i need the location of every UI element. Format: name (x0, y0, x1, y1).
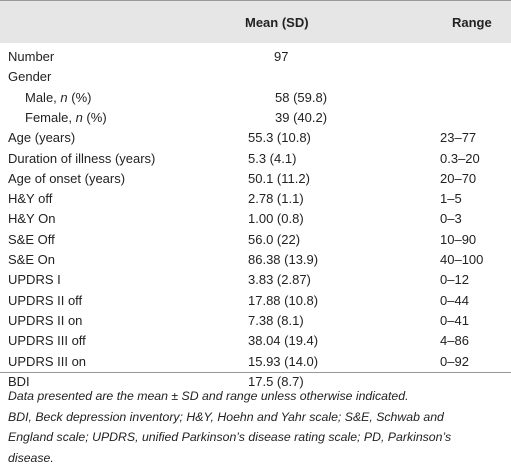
row-label: UPDRS I (8, 272, 61, 288)
label-part: UPDRS II on (8, 312, 83, 328)
row-label: Age of onset (years) (8, 171, 125, 187)
range-cell: 0–41 (440, 312, 469, 328)
row-label: UPDRS III off (8, 333, 86, 349)
range-cell: 1–5 (440, 191, 462, 207)
label-part: Number (8, 49, 55, 64)
footnote-line: England scale; UPDRS, unified Parkinson’… (8, 430, 452, 444)
row-label: Female, n (%) (25, 110, 107, 126)
footnote-line: BDI, Beck depression inventory; H&Y, Hoe… (8, 409, 444, 424)
header-cell: Range (452, 15, 492, 30)
bottom-rule (0, 372, 511, 373)
mean-cell: 17.88 (10.8) (248, 292, 319, 308)
range-cell: 0–12 (440, 272, 469, 288)
label-part: n (60, 89, 68, 105)
mean-cell: 3.83 (2.87) (248, 272, 311, 288)
row-label: Gender (8, 69, 51, 85)
row-label: Age (years) (8, 130, 75, 146)
mean-cell: 50.1 (11.2) (248, 170, 310, 186)
label-part: S&E On (8, 252, 55, 267)
row-label: H&Y On (8, 211, 55, 227)
label-part: UPDRS III on (8, 353, 87, 369)
range-cell: 0.3–20 (440, 150, 480, 166)
label-part: UPDRS I (8, 272, 61, 288)
mean-cell: 1.00 (0.8) (248, 211, 304, 227)
label-part: Duration of illness (years) (8, 150, 156, 166)
row-label: Duration of illness (years) (8, 151, 155, 167)
row-label: Number (8, 49, 54, 65)
mean-cell: 86.38 (13.9) (248, 252, 319, 267)
label-part: Male, (25, 89, 61, 105)
mean-cell: 55.3 (10.8) (248, 130, 311, 146)
mean-cell: 7.38 (8.1) (248, 312, 304, 328)
mean-cell: 58 (59.8) (275, 89, 328, 105)
mean-cell: 15.93 (14.0) (248, 353, 319, 369)
footnote-line: Data presented are the mean ± SD and ran… (8, 389, 409, 403)
range-cell: 0–44 (440, 292, 469, 308)
range-cell: 40–100 (440, 252, 484, 267)
label-part: Gender (8, 69, 52, 85)
row-label: UPDRS II off (8, 293, 82, 309)
row-label: UPDRS II on (8, 313, 82, 329)
label-part: Age of onset (years) (8, 170, 126, 186)
label-part: S&E Off (8, 231, 55, 247)
label-part: UPDRS II off (8, 292, 83, 308)
range-cell: 0–3 (440, 211, 462, 227)
range-cell: 20–70 (440, 170, 477, 186)
label-part: H&Y On (8, 211, 56, 227)
label-part: Age (years) (8, 130, 76, 146)
footnote-line: disease. (8, 450, 54, 465)
label-part: n (75, 109, 83, 125)
label-part: UPDRS III off (8, 333, 86, 349)
row-label: Male, n (%) (25, 90, 91, 106)
range-cell: 0–92 (440, 353, 469, 369)
label-part: BDI (8, 373, 30, 389)
range-cell: 23–77 (440, 130, 477, 146)
label-part: (%) (82, 109, 107, 125)
mean-cell: 17.5 (8.7) (248, 373, 304, 389)
mean-cell: 38.04 (19.4) (248, 333, 319, 349)
mean-cell: 39 (40.2) (275, 109, 328, 125)
row-label: S&E Off (8, 232, 55, 248)
header-row: Mean (SD) Range (0, 0, 511, 43)
label-part: Female, (25, 109, 76, 125)
row-label: H&Y off (8, 191, 52, 207)
header-cell: Mean (SD) (245, 15, 309, 30)
label-part: (%) (67, 89, 92, 105)
range-cell: 4–86 (440, 333, 469, 349)
mean-cell: 2.78 (1.1) (248, 191, 304, 207)
row-label: BDI (8, 374, 30, 390)
row-label: S&E On (8, 252, 55, 268)
row-label: UPDRS III on (8, 354, 86, 370)
label-part: H&Y off (8, 191, 53, 207)
range-cell: 10–90 (440, 231, 477, 247)
mean-cell: 56.0 (22) (248, 231, 301, 247)
mean-cell: 97 (274, 49, 289, 64)
mean-cell: 5.3 (4.1) (248, 150, 297, 166)
